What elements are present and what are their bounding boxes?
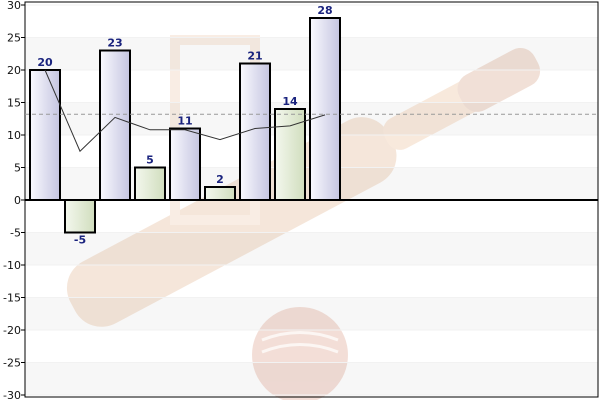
grid-band — [25, 297, 598, 330]
y-tick-label: 10 — [7, 129, 21, 142]
bar-value-label: 11 — [177, 115, 192, 128]
bar — [134, 166, 166, 201]
bar-value-label: 2 — [216, 173, 224, 186]
bar-value-label: 23 — [107, 37, 122, 50]
y-ticks: 30 25 20 15 10 5 0 -5 -10 -15 -20 -25 -30 — [3, 0, 25, 400]
bar — [204, 186, 236, 201]
bar-value-label: 5 — [146, 154, 154, 167]
y-tick-label: 5 — [14, 162, 21, 175]
bar — [29, 69, 61, 201]
bar — [309, 17, 341, 201]
ball-shape — [252, 307, 348, 400]
bar — [99, 49, 131, 201]
bar-value-label: 14 — [282, 95, 298, 108]
bar — [64, 199, 96, 234]
bar — [169, 127, 201, 201]
y-tick-label: -30 — [3, 389, 21, 400]
y-tick-label: -20 — [3, 324, 21, 337]
ball-seam-shape — [261, 343, 339, 354]
bar-value-label: 21 — [247, 50, 262, 63]
overlay-lines — [25, 69, 598, 153]
ball-seam-shape — [261, 331, 339, 342]
y-tick-label: 20 — [7, 64, 21, 77]
bat-grip-shape — [457, 47, 541, 112]
bar-value-label: 20 — [37, 56, 53, 69]
y-tick-label: -25 — [3, 357, 21, 370]
bat-handle-shape — [383, 49, 540, 150]
y-tick-label: 0 — [14, 194, 21, 207]
value-labels: 20 -5 23 5 11 2 21 14 28 — [37, 4, 332, 247]
y-tick-label: -15 — [3, 292, 21, 305]
bar — [239, 62, 271, 201]
bar-value-label: -5 — [74, 234, 86, 247]
moving-average-line — [44, 69, 326, 153]
bar-value-label: 28 — [317, 4, 332, 17]
grid-band — [25, 362, 598, 395]
y-tick-label: 15 — [7, 97, 21, 110]
y-tick-label: -10 — [3, 259, 21, 272]
bars — [29, 17, 341, 234]
y-tick-label: 25 — [7, 32, 21, 45]
bar — [274, 108, 306, 201]
y-tick-label: 30 — [7, 0, 21, 12]
y-tick-label: -5 — [10, 227, 21, 240]
grid-band — [25, 232, 598, 265]
